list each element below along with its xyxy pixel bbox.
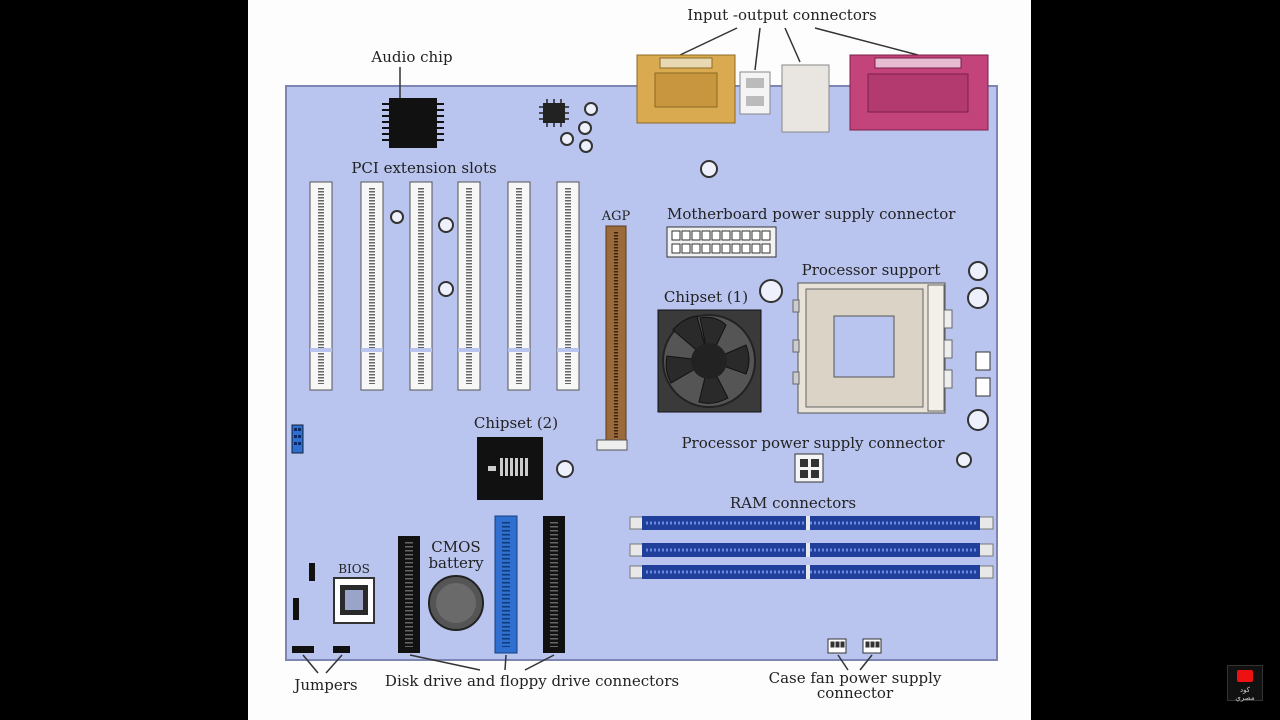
pci-slot [556,181,580,391]
label-processor-support: Processor support [801,261,941,279]
bios-chip [333,577,375,624]
chipset-1-fan [657,309,762,413]
ram-slot [629,516,994,530]
chipset-2 [477,437,543,500]
audio-chip [382,98,444,148]
floppy-connector [543,516,565,653]
label-case-fan-line2: connector [816,684,894,702]
processor-socket [792,282,953,414]
pci-slot [457,181,481,391]
label-chipset-2: Chipset (2) [473,414,559,432]
jumper-pins [292,563,350,653]
label-cmos-line1: CMOS [431,538,481,556]
ram-slot [629,543,994,557]
small-chip [539,99,569,127]
label-chipset-1: Chipset (1) [663,288,749,306]
processor-power-connector [794,453,824,483]
label-pci-slots: PCI extension slots [351,159,497,177]
agp-slot [596,225,628,451]
pci-slot [507,181,531,391]
pci-slot [360,181,384,391]
pci-slots [309,181,580,391]
ide-connector-1 [398,536,420,653]
io-leader-lines [399,27,919,98]
parallel-port-connector [636,54,736,124]
label-io-connectors: Input -output connectors [687,6,877,24]
ide-connector-2 [494,515,518,654]
label-case-fan-line1: Case fan power supply [768,669,942,687]
pci-slot [409,181,433,391]
front-panel-header [291,424,304,454]
logo-text: كود مصري [1235,686,1255,702]
small-headers-right [975,351,991,397]
label-motherboard-power: Motherboard power supply connector [667,205,956,223]
case-fan-connectors [827,638,882,654]
pci-slot [309,181,333,391]
serial-port-connector [849,54,989,131]
label-audio-chip: Audio chip [371,48,453,66]
bottom-leader-lines [302,654,873,674]
label-drive-connectors: Disk drive and floppy drive connectors [384,672,680,690]
label-cmos-line2: battery [428,554,484,572]
label-agp: AGP [601,209,631,224]
label-ram-connectors: RAM connectors [729,494,857,512]
ram-slots [629,516,994,579]
label-jumpers: Jumpers [294,676,358,694]
channel-logo: كود مصري [1227,665,1263,702]
label-processor-power: Processor power supply connector [681,434,945,452]
motherboard-power-connector [666,226,777,258]
cmos-battery [428,575,484,631]
usb-connector [739,71,771,115]
ram-slot [629,565,994,579]
network-connector [781,64,830,133]
logo-mark-icon [1237,670,1253,682]
mounting-holes [390,102,989,478]
label-bios: BIOS [338,562,370,576]
